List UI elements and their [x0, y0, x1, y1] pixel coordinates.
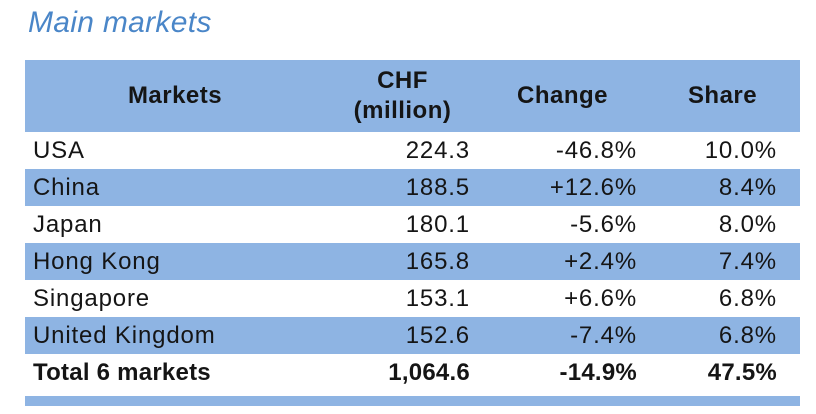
share-value: 7.4% [645, 243, 800, 280]
change-value: +2.4% [480, 243, 645, 280]
bottom-divider-bar [25, 396, 800, 406]
page-title: Main markets [28, 6, 212, 39]
chf-value: 152.6 [325, 317, 480, 354]
total-label: Total 6 markets [33, 358, 211, 386]
share-value: 6.8% [718, 284, 777, 312]
market-name: China [25, 169, 325, 206]
total-chf-value: 1,064.6 [388, 358, 470, 386]
share-value: 6.8% [645, 317, 800, 354]
table-row-usa: USA 224.3 -46.8% 10.0% [25, 132, 800, 169]
table-row-japan: Japan 180.1 -5.6% 8.0% [25, 206, 800, 243]
chf-value: 165.8 [325, 243, 480, 280]
table-row-china: China 188.5 +12.6% 8.4% [25, 169, 800, 206]
main-markets-table: Markets CHF (million) Change Share USA 2… [25, 60, 800, 391]
change-value: -7.4% [480, 317, 645, 354]
total-share-value: 47.5% [707, 358, 777, 386]
column-header-share-label: Share [687, 82, 758, 109]
column-header-markets-label: Markets [127, 82, 223, 109]
column-header-chf: CHF (million) [325, 60, 480, 132]
column-header-change-label: Change [517, 82, 608, 109]
column-header-chf-sublabel: (million) [353, 97, 452, 124]
column-header-change: Change [480, 60, 645, 132]
column-header-markets: Markets [25, 60, 325, 132]
column-header-chf-label: CHF [377, 67, 428, 94]
table-row-united-kingdom: United Kingdom 152.6 -7.4% 6.8% [25, 317, 800, 354]
share-value: 8.0% [718, 210, 777, 238]
table-row-hong-kong: Hong Kong 165.8 +2.4% 7.4% [25, 243, 800, 280]
table-row-singapore: Singapore 153.1 +6.6% 6.8% [25, 280, 800, 317]
market-name: USA [33, 136, 85, 164]
change-value: +6.6% [564, 284, 637, 312]
header-row: Markets CHF (million) Change Share [25, 60, 800, 132]
chf-value: 188.5 [325, 169, 480, 206]
market-name: Hong Kong [25, 243, 325, 280]
change-value: -46.8% [555, 136, 637, 164]
share-value: 8.4% [645, 169, 800, 206]
chf-value: 224.3 [405, 136, 470, 164]
share-value: 10.0% [704, 136, 777, 164]
market-name: United Kingdom [25, 317, 325, 354]
change-value: -5.6% [570, 210, 637, 238]
market-name: Japan [33, 210, 103, 238]
table-body: USA 224.3 -46.8% 10.0% China 188.5 +12.6… [25, 132, 800, 391]
chf-value: 153.1 [405, 284, 470, 312]
table-row-total: Total 6 markets 1,064.6 -14.9% 47.5% [25, 354, 800, 391]
column-header-share: Share [645, 60, 800, 132]
total-change-value: -14.9% [559, 358, 637, 386]
market-name: Singapore [33, 284, 150, 312]
chf-value: 180.1 [405, 210, 470, 238]
change-value: +12.6% [480, 169, 645, 206]
table-header: Markets CHF (million) Change Share [25, 60, 800, 132]
